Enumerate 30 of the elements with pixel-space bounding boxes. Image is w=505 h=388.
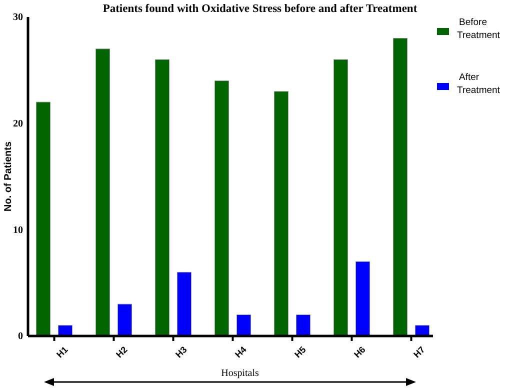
bar — [214, 80, 229, 336]
bar — [334, 59, 348, 336]
chart-title: Patients found with Oxidative Stress before and after Treatment — [102, 3, 418, 15]
bar — [58, 325, 72, 336]
x-tick-label: H2 — [114, 344, 130, 360]
x-tick-label: H7 — [412, 344, 427, 360]
x-tick-label: H3 — [174, 344, 189, 360]
y-tick-label: 10 — [13, 224, 23, 236]
x-tick-label: H6 — [352, 344, 368, 360]
x-axis-title: Hospitals — [221, 368, 259, 379]
y-tick-label: 30 — [13, 12, 23, 24]
bar — [274, 91, 288, 336]
bar — [155, 59, 170, 336]
bar — [415, 325, 430, 336]
x-tick-label: H4 — [233, 344, 248, 360]
legend-label: After Treatment — [457, 72, 500, 96]
bar — [118, 304, 132, 336]
y-tick-label: 20 — [13, 118, 23, 130]
bar — [393, 38, 408, 336]
bar — [356, 261, 370, 336]
y-tick-label: 0 — [18, 331, 23, 342]
bar — [236, 314, 251, 336]
legend-label: Before Treatment — [457, 17, 500, 41]
bar — [96, 48, 110, 336]
y-axis-title: No. of Patients — [3, 141, 14, 212]
bar — [296, 314, 310, 336]
x-tick-label: H5 — [292, 344, 308, 360]
x-tick-label: H1 — [54, 344, 70, 360]
bar — [177, 272, 192, 336]
bar — [36, 102, 50, 336]
